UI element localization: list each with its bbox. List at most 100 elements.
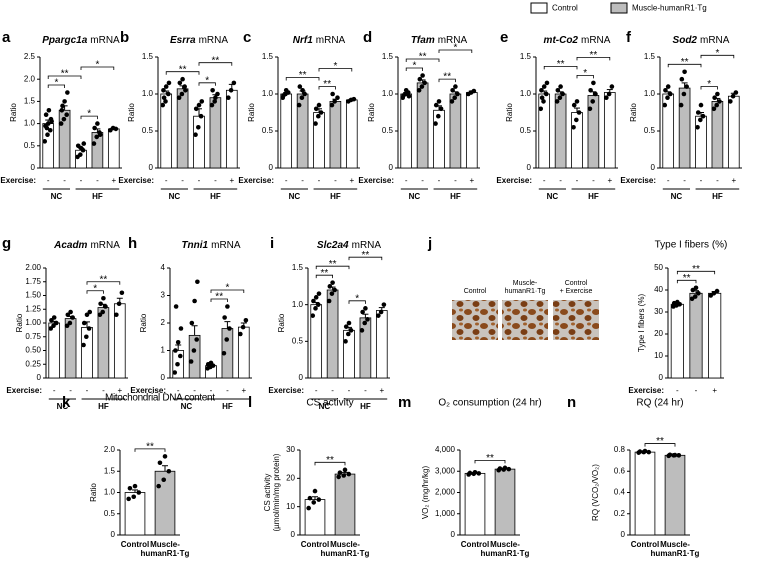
- exercise-value: -: [683, 176, 686, 185]
- x-tick-label: humanR1·Tg: [321, 549, 370, 558]
- exercise-value: -: [226, 386, 229, 395]
- data-point: [97, 132, 103, 137]
- data-point: [471, 88, 477, 94]
- data-point: [642, 448, 648, 454]
- bar: [433, 109, 445, 169]
- data-point: [346, 331, 351, 337]
- significance-label: **: [590, 50, 598, 61]
- data-point: [712, 95, 717, 100]
- data-point: [692, 294, 698, 299]
- bar: [603, 92, 616, 169]
- micrograph-label: + Exercise: [560, 288, 593, 295]
- exercise-value: +: [607, 176, 612, 185]
- significance-bracket: [134, 448, 166, 452]
- significance-bracket: [47, 84, 65, 89]
- data-point: [728, 99, 733, 104]
- y-tick-label: 4,000: [435, 445, 456, 454]
- significance-label: **: [656, 436, 664, 447]
- data-point: [343, 339, 348, 344]
- x-tick-label: humanR1·Tg: [481, 549, 530, 558]
- data-point: [302, 91, 307, 97]
- exercise-value: +: [712, 386, 717, 395]
- data-point: [222, 315, 227, 320]
- micrograph-label: humanR1·Tg: [505, 288, 546, 295]
- exercise-value: -: [86, 386, 89, 395]
- data-point: [590, 99, 596, 104]
- significance-label: **: [212, 55, 220, 66]
- micrograph: [502, 300, 548, 340]
- exercise-value: +: [469, 176, 474, 185]
- y-tick-label: 0.5: [644, 126, 656, 135]
- y-axis-label: Ratio: [505, 103, 514, 122]
- data-point: [166, 468, 172, 474]
- significance-bracket: [80, 115, 98, 120]
- data-point: [209, 102, 215, 108]
- data-point: [376, 313, 381, 318]
- data-point: [45, 121, 51, 126]
- data-point: [182, 84, 187, 89]
- title-text: mRNA: [211, 240, 241, 251]
- data-point: [576, 110, 582, 115]
- title-text: mRNA: [90, 240, 120, 251]
- data-point: [101, 295, 106, 301]
- data-point: [213, 95, 218, 100]
- data-point: [329, 291, 335, 296]
- y-tick-label: 0: [149, 163, 154, 172]
- bar: [280, 93, 293, 169]
- legend-swatch: [610, 2, 628, 14]
- exercise-value: -: [315, 386, 318, 395]
- data-point: [136, 490, 142, 495]
- y-tick-label: 0.4: [614, 488, 626, 497]
- exercise-value: -: [80, 176, 83, 185]
- y-tick-label: 1.5: [520, 52, 532, 61]
- y-tick-label: 1.00: [25, 318, 41, 327]
- x-tick-label: Muscle-: [150, 540, 180, 549]
- y-tick-label: 1.0: [520, 89, 532, 98]
- panel-letter: h: [128, 235, 137, 252]
- group-label: NC: [671, 192, 683, 201]
- significance-label: **: [419, 52, 427, 63]
- exercise-value: -: [181, 176, 184, 185]
- y-axis-label: RQ (VCO₂/VO₂): [591, 464, 600, 521]
- data-point: [316, 113, 321, 119]
- data-point: [450, 88, 455, 93]
- group-label: NC: [169, 192, 181, 201]
- y-tick-label: 0: [161, 373, 166, 382]
- data-point: [313, 106, 319, 112]
- data-point: [541, 84, 547, 89]
- data-point: [297, 84, 303, 89]
- data-point: [417, 76, 423, 82]
- data-point: [180, 76, 185, 82]
- significance-bracket: [438, 78, 456, 83]
- data-point: [86, 326, 92, 331]
- significance-label: **: [215, 292, 223, 303]
- significance-bracket: [86, 290, 104, 294]
- data-point: [163, 84, 169, 89]
- title-gene: Slc2a4: [317, 240, 349, 251]
- y-tick-label: 3,000: [435, 466, 456, 475]
- x-tick-label: Control: [631, 540, 659, 549]
- y-tick-label: 2.0: [24, 74, 36, 83]
- data-point: [541, 99, 546, 104]
- significance-label: **: [681, 57, 689, 68]
- data-point: [672, 452, 678, 458]
- data-point: [193, 106, 199, 112]
- bar: [587, 95, 600, 169]
- data-point: [65, 90, 70, 95]
- data-point: [695, 110, 701, 115]
- exercise-value: -: [676, 386, 679, 395]
- panel-title: Tnni1 mRNA: [181, 240, 240, 251]
- bar: [464, 472, 486, 536]
- data-point: [587, 106, 593, 112]
- data-point: [300, 88, 305, 93]
- group-label: NC: [57, 402, 69, 411]
- bar: [188, 334, 201, 379]
- data-point: [574, 117, 579, 123]
- panel-title: RQ (24 hr): [636, 398, 683, 409]
- data-point: [315, 302, 321, 307]
- data-point: [53, 320, 59, 326]
- bar: [343, 329, 355, 379]
- panel-title: Esrra mRNA: [170, 35, 228, 46]
- group-label: HF: [360, 402, 371, 411]
- micrograph: [452, 300, 498, 340]
